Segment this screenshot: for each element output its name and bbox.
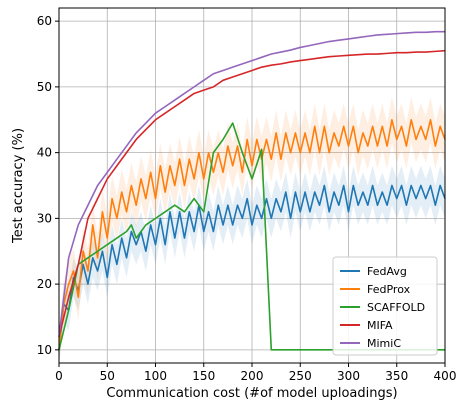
- legend-label: MimiC: [367, 337, 401, 350]
- legend: FedAvg FedProx SCAFFOLD MIFA MimiC: [332, 256, 438, 356]
- legend-box: [332, 256, 438, 356]
- series-line-fedavg: [58, 184, 446, 350]
- x-tick-label: 200: [241, 369, 264, 383]
- x-tick-label: 50: [100, 369, 115, 383]
- x-tick-label: 400: [434, 369, 457, 383]
- y-tick-label: 40: [37, 146, 52, 160]
- grid: [58, 8, 446, 363]
- legend-label: FedAvg: [367, 265, 407, 278]
- series-line-mifa: [58, 49, 446, 337]
- legend-label: FedProx: [367, 283, 411, 296]
- series-lines: [58, 30, 446, 351]
- variance-bands: [59, 96, 445, 363]
- x-tick-label: 0: [55, 369, 63, 383]
- variance-band: [59, 165, 445, 363]
- y-tick-label: 10: [37, 343, 52, 357]
- axis-ticks: 0 50 100 150 200 250 300 350 400 10 20 30 40 50 60: [37, 14, 457, 383]
- x-axis-label: Communication cost (#of model uploadings…: [106, 386, 397, 401]
- series-line-fedprox: [58, 118, 446, 350]
- y-tick-label: 20: [37, 277, 52, 291]
- y-axis-label: Test accuracy (%): [11, 128, 26, 244]
- y-tick-label: 60: [37, 14, 52, 28]
- legend-label: SCAFFOLD: [367, 301, 425, 314]
- x-tick-label: 100: [144, 369, 167, 383]
- y-tick-label: 50: [37, 80, 52, 94]
- variance-band: [59, 96, 445, 363]
- x-tick-label: 250: [289, 369, 312, 383]
- series-line-mimic: [58, 30, 445, 337]
- x-tick-label: 300: [337, 369, 360, 383]
- legend-label: MIFA: [367, 319, 393, 332]
- x-tick-label: 350: [385, 369, 408, 383]
- x-tick-label: 150: [192, 369, 215, 383]
- y-tick-label: 30: [37, 211, 52, 225]
